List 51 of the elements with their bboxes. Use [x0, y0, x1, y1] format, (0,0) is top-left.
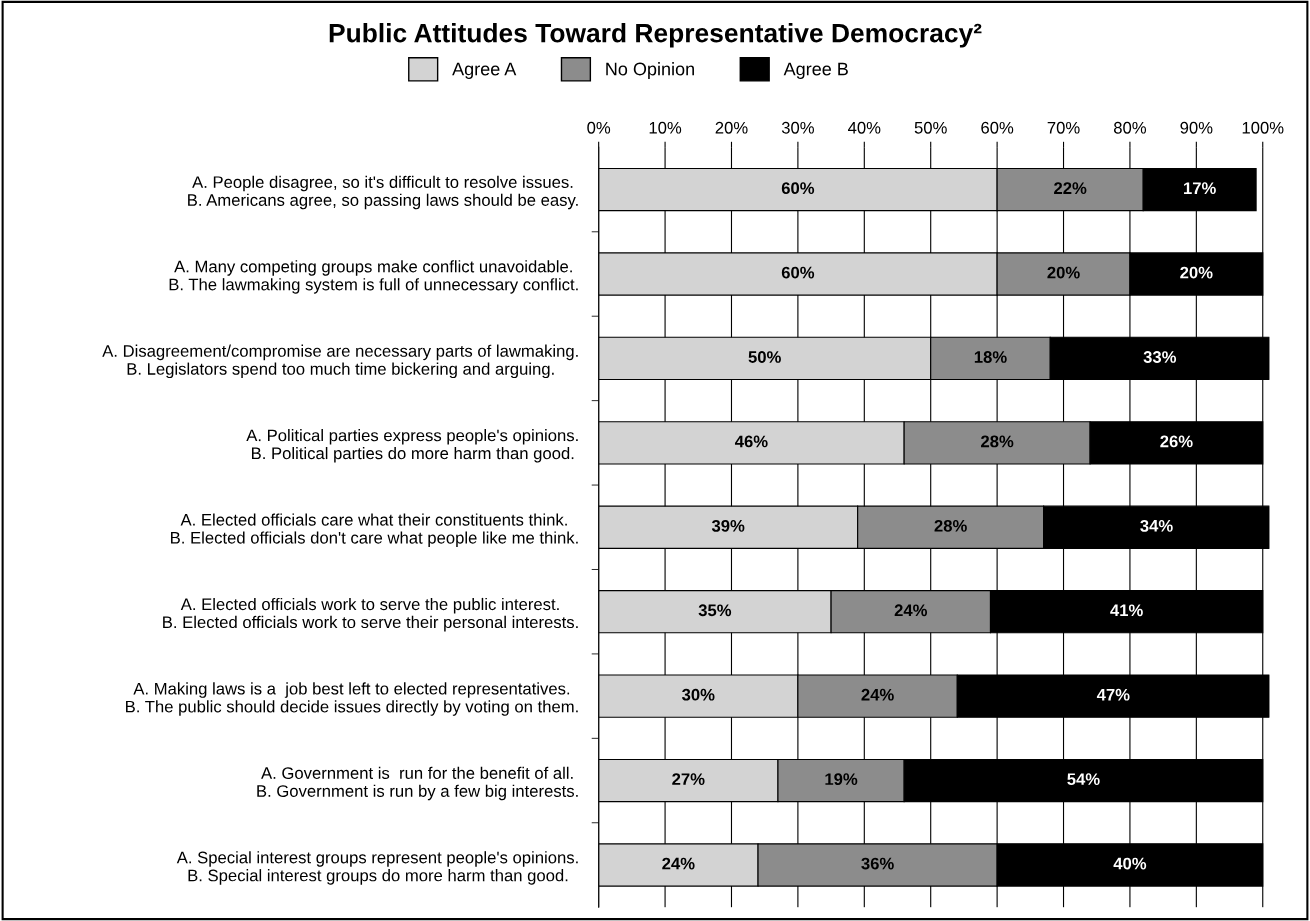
x-tick-label: 80% — [1113, 121, 1147, 134]
y-tick-label: A. Political parties express people's opinions. B. Political parties do more harm than good. — [246, 429, 578, 463]
legend-label: No Opinion — [606, 62, 694, 79]
data-label: 26% — [1160, 435, 1193, 448]
data-label: 50% — [748, 351, 781, 363]
data-label: 60% — [781, 266, 815, 279]
x-tick-label: 70% — [1047, 121, 1080, 134]
data-label: 24% — [894, 604, 928, 617]
data-label: 30% — [681, 688, 715, 701]
x-tick-label: 20% — [715, 121, 748, 134]
x-tick-label: 100% — [1242, 121, 1284, 134]
data-label: 36% — [861, 857, 894, 870]
data-label: 27% — [672, 773, 705, 785]
x-tick-label: 40% — [848, 121, 881, 134]
y-tick-label: A. Special interest groups represent people's opinions. B. Special interest groups do more harm than good. — [176, 851, 578, 885]
data-label: 20% — [1180, 266, 1213, 279]
data-label: 28% — [934, 519, 967, 532]
data-label: 19% — [825, 773, 858, 786]
data-label: 28% — [981, 435, 1014, 448]
data-label: 24% — [861, 688, 894, 701]
y-tick-label: A. Government is run for the benefit of all. B. Government is run by a few big interests. — [257, 766, 578, 801]
data-label: 17% — [1184, 182, 1216, 195]
data-label: 41% — [1110, 604, 1143, 617]
data-label: 35% — [698, 604, 732, 617]
x-tick-label: 0% — [587, 121, 611, 134]
data-label: 18% — [974, 351, 1007, 363]
y-tick-label: A. Making laws is a job best left to elected representatives. B. The public should decide issues directly by voting on them. — [126, 682, 578, 716]
data-label: 22% — [1054, 182, 1087, 195]
x-tick-label: 50% — [914, 121, 947, 134]
legend-label: Agree B — [783, 62, 848, 79]
x-tick-label: 10% — [649, 121, 682, 134]
data-label: 47% — [1096, 688, 1130, 701]
x-tick-label: 60% — [981, 121, 1014, 134]
y-tick-label: A. Many competing groups make conflict unavoidable. B. The lawmaking system is full of unnecessary conflict. — [169, 260, 578, 294]
data-label: 20% — [1047, 266, 1080, 279]
x-tick-label: 30% — [781, 121, 814, 134]
data-label: 60% — [781, 182, 815, 195]
y-tick-label: A. Elected officials work to serve the public interest. B. Elected officials work to serve their personal interests. — [163, 597, 578, 632]
data-label: 33% — [1143, 351, 1177, 363]
chart-title: Public Attitudes Toward Representative Democracy² — [329, 23, 982, 48]
y-tick-label: A. Disagreement/compromise are necessary parts of lawmaking. B. Legislators spend too much time bickering and arguing. — [102, 344, 578, 379]
y-tick-label: A. People disagree, so it's difficult to resolve issues. B. Americans agree, so passing laws should be easy. — [188, 175, 578, 210]
legend-label: Agree A — [452, 62, 517, 79]
data-label: 34% — [1140, 519, 1173, 532]
x-tick-label: 90% — [1180, 121, 1213, 134]
data-label: 39% — [711, 519, 745, 532]
data-label: 40% — [1113, 857, 1147, 870]
data-label: 54% — [1067, 773, 1100, 786]
data-label: 46% — [734, 435, 768, 448]
y-tick-label: A. Elected officials care what their constituents think. B. Elected officials don't care what people like me think. — [171, 513, 578, 547]
data-label: 24% — [662, 857, 695, 870]
